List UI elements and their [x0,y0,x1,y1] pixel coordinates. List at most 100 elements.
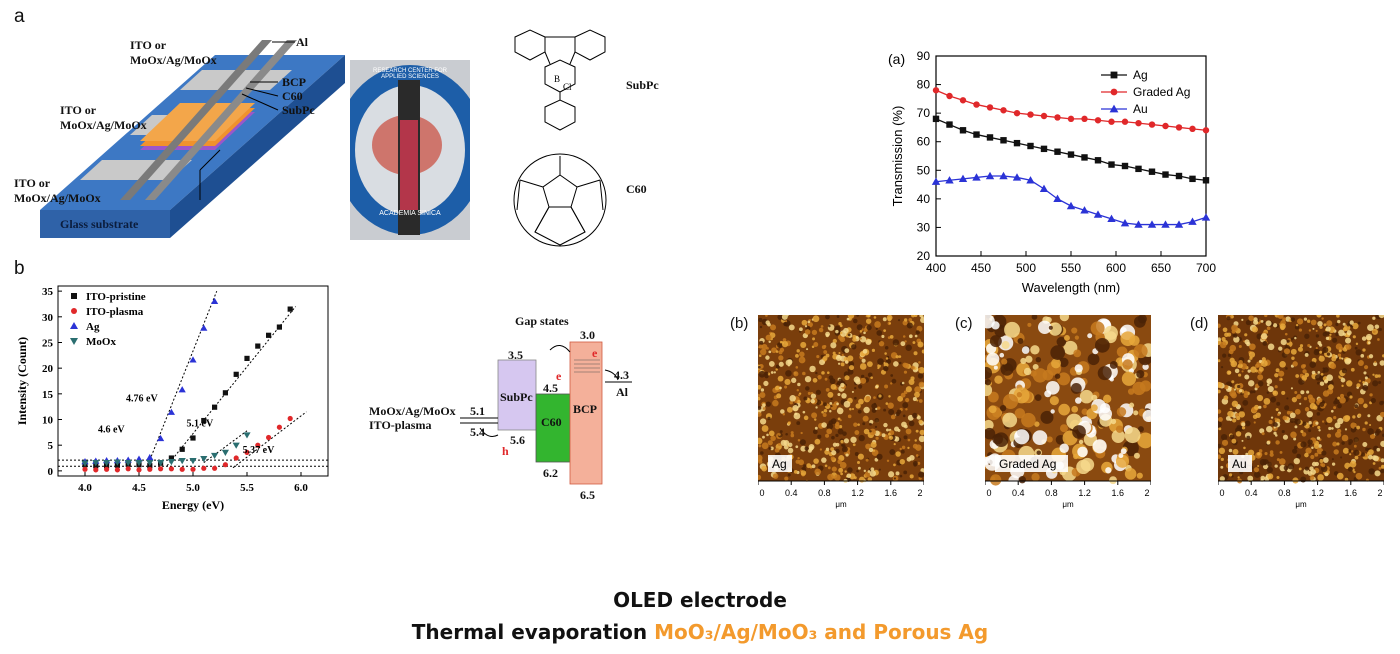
afm-grain [844,375,850,381]
afm-grain [780,439,787,446]
afm-grain [1231,400,1239,408]
afm-grain [758,370,766,378]
afm-grain [1308,329,1312,332]
y-tick-label: 70 [917,106,931,120]
afm-grain [1366,451,1371,456]
afm-grain [825,314,830,320]
data-point [287,415,293,422]
afm-grain [883,408,887,412]
afm-grain [863,406,870,414]
afm-grain [897,428,901,432]
afm-grain [918,368,921,371]
afm-grain [1306,390,1310,394]
afm-grain [846,317,850,321]
afm-grain [917,373,924,379]
afm-grain [1345,344,1352,350]
afm-grain [1322,331,1328,337]
data-point [1121,118,1129,125]
afm-grain [888,409,895,416]
afm-grain [1364,365,1369,370]
afm-grain [1238,373,1242,377]
afm-tick-label: 1.2 [1078,488,1091,498]
afm-grain [835,433,839,438]
afm-grain [1230,360,1238,368]
afm-grain [1322,390,1330,397]
data-point [1108,118,1115,125]
afm-grain [1270,416,1274,419]
afm-grain [1227,410,1234,418]
afm-grain [1098,407,1113,421]
afm-grain [799,327,803,332]
afm-grain [856,324,863,331]
afm-grain [1315,347,1318,350]
afm-grain [758,354,762,358]
afm-grain [906,322,913,329]
low-electrode-label: ITO or MoOx/Ag/MoOx [14,176,101,206]
data-point [1081,154,1088,161]
afm-grain [914,386,922,394]
afm-grain [1290,431,1297,439]
afm-grain [1237,363,1243,369]
afm-grain [1031,472,1040,482]
afm-grain [895,471,900,476]
afm-grain [823,402,827,407]
afm-grain [799,439,806,446]
afm-grain [1227,353,1232,358]
afm-grain [1133,452,1140,459]
afm-grain [1317,474,1324,481]
afm-grain [1370,397,1376,404]
afm-grain [897,319,901,322]
afm-grain [1342,447,1349,454]
afm-grain [1337,403,1342,409]
afm-grain [1356,425,1361,430]
afm-grain [1127,388,1135,395]
y-tick-label: 60 [917,135,931,149]
afm-grain [1348,441,1352,446]
afm-tick-label: 2 [1144,488,1149,498]
x-tick-label: 6.0 [294,482,308,494]
data-point [232,442,240,449]
afm-grain [1364,421,1368,425]
afm-grain [812,429,818,435]
data-point [1013,109,1021,117]
afm-grain [821,457,827,463]
afm-grain [887,432,891,436]
afm-grain [1222,327,1228,333]
afm-tick-label: 1.2 [1311,488,1324,498]
afm-grain [855,403,861,409]
afm-grain [1142,363,1149,370]
afm-grain [1282,317,1286,322]
afm-grain [836,407,844,415]
mid-electrode-line2: MoOx/Ag/MoOx [60,118,147,132]
afm-grain [1365,333,1373,341]
afm-grain [785,432,788,436]
afm-grain [919,429,925,436]
data-point [81,460,89,467]
afm-grain [878,394,882,398]
level-anode-top: 5.1 [470,404,485,418]
afm-grain [862,422,866,426]
x-tick-label: 600 [1106,261,1126,275]
afm-grain [890,382,893,385]
afm-grain [838,321,842,326]
afm-grain [1122,440,1139,457]
afm-grain [1231,387,1235,391]
afm-grain [892,339,900,346]
afm-grain [763,380,769,387]
afm-grain [1300,430,1304,434]
afm-grain [1303,317,1308,321]
afm-grain [1226,316,1231,321]
afm-grain [823,344,827,348]
afm-grain [866,325,872,331]
afm-grain [1266,466,1273,474]
afm-grain [805,386,810,391]
afm-grain [1349,453,1352,456]
afm-grain [1296,394,1302,400]
afm-grain [883,365,889,372]
afm-grain [761,425,769,432]
afm-grain [840,331,843,335]
afm-grain [809,365,816,373]
panel-label-right-a: (a) [888,51,905,67]
afm-grain [1241,439,1244,442]
afm-grain [900,341,906,347]
